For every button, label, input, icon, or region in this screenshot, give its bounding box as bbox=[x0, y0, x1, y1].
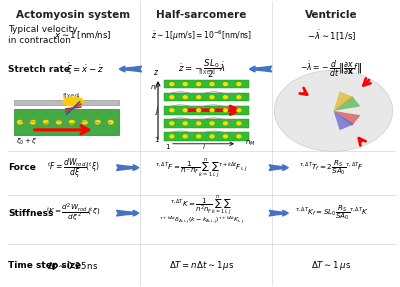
Circle shape bbox=[237, 96, 241, 99]
Circle shape bbox=[44, 121, 48, 124]
Text: $\dot{z} = -\dfrac{SL_0}{2}\dot{\lambda}$: $\dot{z} = -\dfrac{SL_0}{2}\dot{\lambda}… bbox=[178, 58, 225, 80]
Circle shape bbox=[70, 121, 74, 124]
Text: Stretch rate: Stretch rate bbox=[8, 65, 70, 73]
Circle shape bbox=[183, 83, 187, 86]
Circle shape bbox=[95, 121, 100, 124]
Text: $\dot{x} \sim 1\,[\mathrm{nm/ns}]$: $\dot{x} \sim 1\,[\mathrm{nm/ns}]$ bbox=[54, 30, 112, 42]
Circle shape bbox=[170, 83, 174, 86]
Circle shape bbox=[108, 121, 113, 124]
Circle shape bbox=[183, 96, 187, 99]
Circle shape bbox=[224, 109, 228, 112]
Bar bbox=[14, 109, 118, 135]
Circle shape bbox=[237, 83, 241, 86]
Text: i: i bbox=[202, 144, 204, 150]
Polygon shape bbox=[334, 111, 360, 125]
Circle shape bbox=[82, 121, 87, 124]
Text: $\dot{\xi} = \dot{x} - \dot{z}$: $\dot{\xi} = \dot{x} - \dot{z}$ bbox=[66, 61, 104, 77]
Text: 1: 1 bbox=[155, 137, 159, 144]
Bar bbox=[164, 80, 249, 88]
Text: ${}^{\tau,\Delta T}T_f = 2\dfrac{R_S}{SA_0}{}^{\tau,\Delta T}F$: ${}^{\tau,\Delta T}T_f = 2\dfrac{R_S}{SA… bbox=[299, 158, 364, 177]
Text: j: j bbox=[156, 106, 158, 115]
Text: ${}^{t}K = \dfrac{d^2W_{rod}}{d\xi^2}({}^{t}\xi)$: ${}^{t}K = \dfrac{d^2W_{rod}}{d\xi^2}({}… bbox=[46, 202, 100, 224]
Circle shape bbox=[210, 135, 214, 138]
Text: ${}^{\tau,\Delta T}K = \dfrac{1}{n^2 n_F}\sum_{k=1}^{n}\sum_{i,j}$: ${}^{\tau,\Delta T}K = \dfrac{1}{n^2 n_F… bbox=[170, 193, 232, 217]
Text: Actomyosin system: Actomyosin system bbox=[16, 10, 130, 20]
Circle shape bbox=[224, 96, 228, 99]
Text: z: z bbox=[153, 68, 157, 77]
Circle shape bbox=[18, 121, 22, 124]
Circle shape bbox=[56, 121, 61, 124]
Text: $n_M$: $n_M$ bbox=[245, 139, 255, 148]
Bar bbox=[164, 132, 249, 141]
Bar bbox=[164, 106, 249, 115]
Circle shape bbox=[224, 122, 228, 125]
Circle shape bbox=[30, 121, 35, 124]
Circle shape bbox=[183, 135, 187, 138]
Text: $-\dot{\lambda} = -\dfrac{d}{dt}\left\|\dfrac{\partial x}{\partial \mathbf{x}}f\: $-\dot{\lambda} = -\dfrac{d}{dt}\left\|\… bbox=[300, 59, 363, 79]
Circle shape bbox=[197, 96, 201, 99]
Circle shape bbox=[170, 109, 174, 112]
Text: $\hat{x}$: $\hat{x}$ bbox=[74, 95, 81, 107]
Text: ${}^{\tau+k\Delta t}\delta_{A,i,j}(k-k_{A,i,j}){}^{\tau+k\Delta t}K_{i,j}$: ${}^{\tau+k\Delta t}\delta_{A,i,j}(k-k_{… bbox=[159, 214, 244, 226]
Text: $\dot{z} \sim 1[\mu\mathrm{m/s}]=10^{-6}[\mathrm{nm/ns}]$: $\dot{z} \sim 1[\mu\mathrm{m/s}]=10^{-6}… bbox=[151, 29, 252, 43]
Text: $\Delta t \sim 0.25\,\mathrm{ns}$: $\Delta t \sim 0.25\,\mathrm{ns}$ bbox=[48, 260, 99, 271]
Text: Force: Force bbox=[8, 163, 36, 172]
Circle shape bbox=[210, 83, 214, 86]
Circle shape bbox=[197, 135, 201, 138]
Circle shape bbox=[210, 109, 214, 112]
Text: $\Delta T = n\Delta t \sim 1\,\mu\mathrm{s}$: $\Delta T = n\Delta t \sim 1\,\mu\mathrm… bbox=[169, 259, 234, 272]
Circle shape bbox=[224, 83, 228, 86]
Circle shape bbox=[170, 135, 174, 138]
Text: ${}^{\tau,\Delta T}K_f = SL_0\dfrac{R_S}{SA_0}{}^{\tau,\Delta T}K$: ${}^{\tau,\Delta T}K_f = SL_0\dfrac{R_S}… bbox=[295, 204, 368, 222]
Text: Typical velocity: Typical velocity bbox=[8, 25, 78, 34]
Circle shape bbox=[170, 96, 174, 99]
Circle shape bbox=[210, 96, 214, 99]
Circle shape bbox=[183, 122, 187, 125]
Circle shape bbox=[197, 122, 201, 125]
Ellipse shape bbox=[274, 70, 393, 151]
Text: ${}^{\tau,\Delta T}F = \dfrac{1}{n\cdot n_F}\sum_{k=1}^{n}\sum_{i,j}{}^{\tau+k\D: ${}^{\tau,\Delta T}F = \dfrac{1}{n\cdot … bbox=[155, 156, 248, 179]
Text: fixed: fixed bbox=[199, 69, 216, 75]
Text: fixed: fixed bbox=[63, 93, 80, 99]
Bar bbox=[164, 93, 249, 101]
Text: Time step size: Time step size bbox=[8, 261, 81, 270]
Text: 1: 1 bbox=[166, 144, 170, 150]
Bar bbox=[164, 119, 249, 128]
Text: $n_F$: $n_F$ bbox=[150, 84, 159, 93]
Circle shape bbox=[170, 122, 174, 125]
Text: $\xi_0 + \xi$: $\xi_0 + \xi$ bbox=[16, 137, 38, 147]
Text: Half-sarcomere: Half-sarcomere bbox=[156, 10, 246, 20]
Bar bbox=[14, 100, 118, 105]
Ellipse shape bbox=[63, 97, 84, 106]
Text: Stiffness: Stiffness bbox=[8, 209, 54, 218]
Circle shape bbox=[197, 109, 201, 112]
Circle shape bbox=[237, 109, 241, 112]
Text: ${}^{t}F = \dfrac{dW_{rod}}{d\xi}({}^{t}\xi)$: ${}^{t}F = \dfrac{dW_{rod}}{d\xi}({}^{t}… bbox=[47, 156, 100, 180]
Circle shape bbox=[210, 122, 214, 125]
Circle shape bbox=[183, 109, 187, 112]
Circle shape bbox=[197, 83, 201, 86]
Text: $\Delta T \sim 1\,\mu\mathrm{s}$: $\Delta T \sim 1\,\mu\mathrm{s}$ bbox=[312, 259, 352, 272]
Circle shape bbox=[237, 122, 241, 125]
Circle shape bbox=[224, 135, 228, 138]
Circle shape bbox=[237, 135, 241, 138]
Polygon shape bbox=[334, 96, 360, 111]
Polygon shape bbox=[334, 92, 354, 111]
Polygon shape bbox=[334, 111, 354, 130]
Text: in contraction: in contraction bbox=[8, 36, 71, 45]
Text: Ventricle: Ventricle bbox=[305, 10, 358, 20]
Text: $-\dot{\lambda} \sim 1[1/\mathrm{s}]$: $-\dot{\lambda} \sim 1[1/\mathrm{s}]$ bbox=[307, 29, 356, 43]
